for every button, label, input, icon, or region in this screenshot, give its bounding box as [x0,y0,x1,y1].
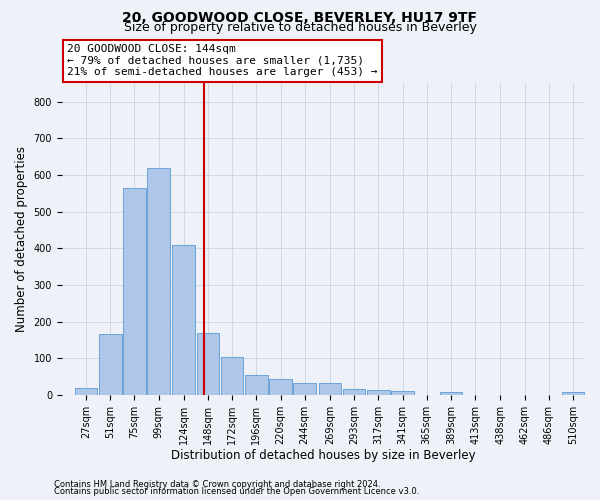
Bar [123,188,146,395]
X-axis label: Distribution of detached houses by size in Beverley: Distribution of detached houses by size … [171,450,476,462]
Bar [245,374,268,395]
Bar [293,383,316,395]
Text: 20, GOODWOOD CLOSE, BEVERLEY, HU17 9TF: 20, GOODWOOD CLOSE, BEVERLEY, HU17 9TF [122,11,478,25]
Bar [440,392,462,395]
Y-axis label: Number of detached properties: Number of detached properties [15,146,28,332]
Text: 20 GOODWOOD CLOSE: 144sqm
← 79% of detached houses are smaller (1,735)
21% of se: 20 GOODWOOD CLOSE: 144sqm ← 79% of detac… [67,44,377,77]
Bar [562,392,584,395]
Bar [197,332,219,395]
Text: Size of property relative to detached houses in Beverley: Size of property relative to detached ho… [124,21,476,34]
Text: Contains HM Land Registry data © Crown copyright and database right 2024.: Contains HM Land Registry data © Crown c… [54,480,380,489]
Bar [147,168,170,395]
Bar [343,390,365,395]
Bar [319,383,341,395]
Bar [99,334,122,395]
Text: Contains public sector information licensed under the Open Government Licence v3: Contains public sector information licen… [54,488,419,496]
Bar [74,388,97,395]
Bar [172,244,195,395]
Bar [269,380,292,395]
Bar [367,390,389,395]
Bar [221,357,244,395]
Bar [391,391,414,395]
